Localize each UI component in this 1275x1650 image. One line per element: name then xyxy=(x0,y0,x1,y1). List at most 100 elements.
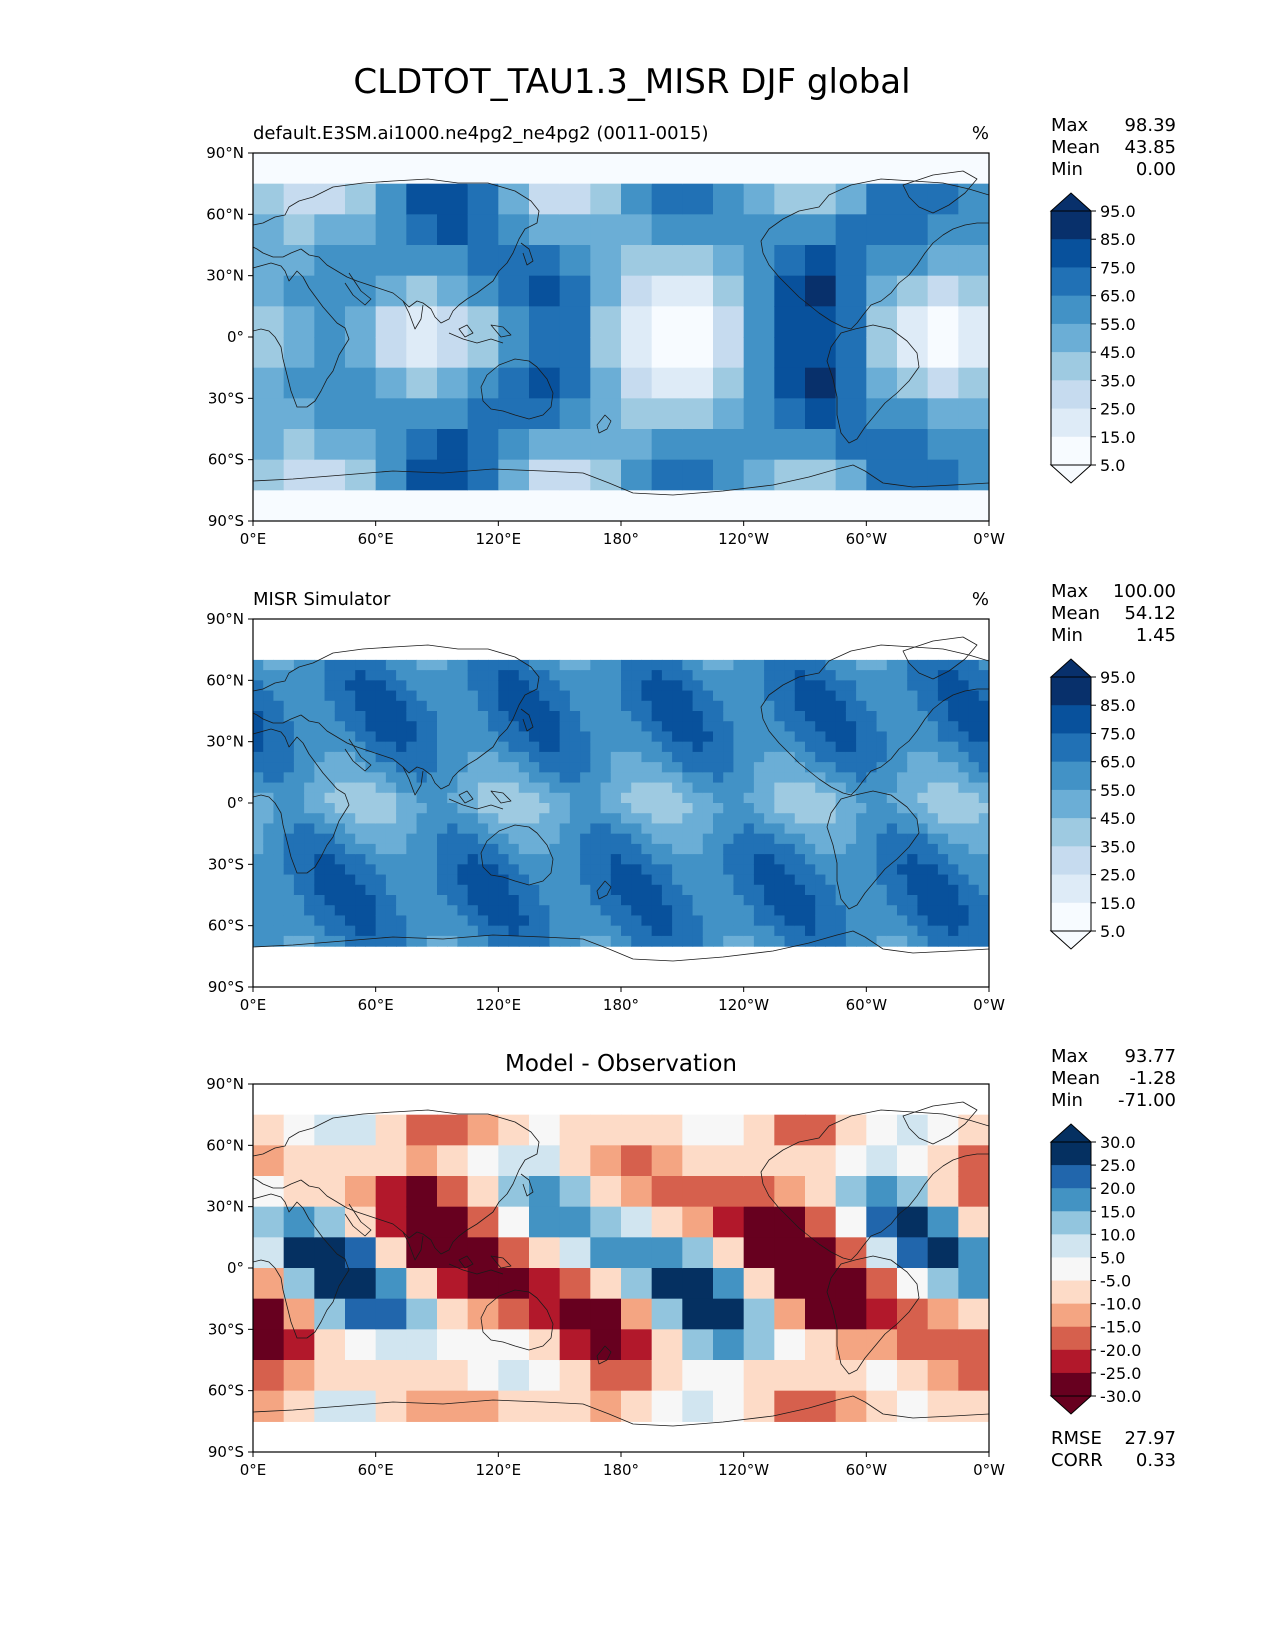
lon-tick-label: 120°E xyxy=(476,1461,522,1479)
stat-value: 98.39 xyxy=(1124,115,1176,136)
lat-tick-label: 60°N xyxy=(206,1136,244,1154)
colorbar-tick-label: 75.0 xyxy=(1100,258,1136,277)
lon-tick-label: 0°E xyxy=(240,1461,267,1479)
colorbar-segment xyxy=(1051,846,1091,876)
colorbar-segment xyxy=(1051,1372,1091,1397)
panel-obs: 90°N 60°N 30°N 0° 30°S 60°S 90°S0°E 60°E 120°E 18… xyxy=(206,581,1176,1014)
panel-units: % xyxy=(972,123,989,144)
colorbar-tick-label: 95.0 xyxy=(1100,202,1136,221)
lat-tick-label: 30°N xyxy=(206,267,244,285)
colorbar-segment xyxy=(1051,761,1091,791)
stat-label: Max xyxy=(1051,115,1089,136)
lon-tick-label: 60°E xyxy=(358,530,394,548)
lat-tick-label: 90°N xyxy=(206,610,244,628)
lat-tick-label: 60°S xyxy=(208,917,244,935)
colorbar-segment xyxy=(1051,1257,1091,1282)
lat-tick-label: 60°N xyxy=(206,205,244,223)
colorbar-segment xyxy=(1051,295,1091,325)
panel-model: 90°N 60°N 30°N 0° 30°S 60°S 90°S0°E 60°E 120°E 18… xyxy=(206,115,1176,548)
stat-label: Min xyxy=(1051,1090,1083,1111)
lon-tick-label: 0°W xyxy=(973,530,1005,548)
colorbar-segment xyxy=(1051,267,1091,297)
colorbar-segment xyxy=(1051,408,1091,438)
colorbar-tick-label: 20.0 xyxy=(1100,1179,1136,1198)
colorbar-segment xyxy=(1051,1349,1091,1374)
colorbar-segment xyxy=(1051,1234,1091,1258)
stat-label: Min xyxy=(1051,159,1083,180)
lon-tick-label: 180° xyxy=(603,1461,639,1479)
colorbar-tick-label: 15.0 xyxy=(1100,428,1136,447)
stat-value: 27.97 xyxy=(1124,1428,1176,1449)
panel-diff: 90°N 60°N 30°N 0° 30°S 60°S 90°S0°E 60°E 120°E 18… xyxy=(206,1046,1176,1479)
lon-tick-label: 120°E xyxy=(476,996,522,1014)
map-model xyxy=(252,152,990,522)
colorbar-tick-label: 85.0 xyxy=(1100,696,1136,715)
lon-tick-label: 120°W xyxy=(718,996,769,1014)
stat-label: Mean xyxy=(1051,1068,1100,1089)
lon-tick-label: 120°E xyxy=(476,530,522,548)
colorbar-segment xyxy=(1051,1326,1091,1351)
stat-label: Min xyxy=(1051,625,1083,646)
lat-tick-label: 30°S xyxy=(208,389,244,407)
lon-tick-label: 60°W xyxy=(846,1461,888,1479)
colorbar-segment xyxy=(1051,677,1091,706)
colorbar-tick-label: -25.0 xyxy=(1100,1364,1141,1383)
colorbar-segment xyxy=(1051,818,1091,847)
figure-title: CLDTOT_TAU1.3_MISR DJF global xyxy=(353,62,910,102)
colorbar-tick-label: -5.0 xyxy=(1100,1272,1131,1291)
stat-value: 0.33 xyxy=(1136,1450,1176,1471)
colorbar-tick-label: -30.0 xyxy=(1100,1387,1141,1406)
stat-label: CORR xyxy=(1051,1450,1103,1471)
stat-label: Max xyxy=(1051,1046,1089,1067)
panel-units: % xyxy=(972,589,989,610)
panel-center-title: Model - Observation xyxy=(505,1051,737,1077)
colorbar-segment xyxy=(1051,323,1091,353)
lat-tick-label: 90°N xyxy=(206,144,244,162)
colorbar-segment xyxy=(1051,1188,1091,1212)
lon-tick-label: 0°W xyxy=(973,996,1005,1014)
colorbar-tick-label: 65.0 xyxy=(1100,753,1136,772)
lon-tick-label: 180° xyxy=(603,996,639,1014)
stat-value: 93.77 xyxy=(1124,1046,1176,1067)
colorbar-segment xyxy=(1051,1303,1091,1328)
colorbar-segment xyxy=(1051,211,1091,240)
lon-tick-label: 120°W xyxy=(718,1461,769,1479)
colorbar-tick-label: 25.0 xyxy=(1100,1156,1136,1175)
colorbar-tick-label: 15.0 xyxy=(1100,1202,1136,1221)
colorbar-tick-label: 30.0 xyxy=(1100,1133,1136,1152)
colorbar-segment xyxy=(1051,239,1091,268)
colorbar-tick-label: 10.0 xyxy=(1100,1225,1136,1244)
colorbar-tick-label: 55.0 xyxy=(1100,315,1136,334)
stat-value: 43.85 xyxy=(1124,137,1176,158)
lat-tick-label: 30°S xyxy=(208,1320,244,1338)
colorbar-segment xyxy=(1051,1165,1091,1189)
colorbar-segment xyxy=(1051,352,1091,381)
colorbar-tick-label: -20.0 xyxy=(1100,1341,1141,1360)
colorbar-tick-label: 25.0 xyxy=(1100,866,1136,885)
map-diff xyxy=(252,1083,990,1453)
colorbar-tick-label: 35.0 xyxy=(1100,837,1136,856)
lon-tick-label: 0°W xyxy=(973,1461,1005,1479)
lat-tick-label: 0° xyxy=(227,1259,244,1277)
stat-label: RMSE xyxy=(1051,1428,1102,1449)
colorbar-diff: 30.0 25.0 20.0 15.0 10.0 5.0 -5.0 -10.0 -15.0 -20… xyxy=(1049,1123,1141,1415)
lon-tick-label: 120°W xyxy=(718,530,769,548)
colorbar-segment xyxy=(1051,733,1091,763)
lon-tick-label: 0°E xyxy=(240,996,267,1014)
colorbar-model: 95.0 85.0 75.0 65.0 55.0 45.0 35.0 25.0 15.0 5.0 xyxy=(1049,192,1136,484)
lat-tick-label: 60°S xyxy=(208,1382,244,1400)
lat-tick-label: 30°N xyxy=(206,733,244,751)
lat-tick-label: 90°S xyxy=(208,1443,244,1461)
lat-tick-label: 90°N xyxy=(206,1075,244,1093)
colorbar-tick-label: 5.0 xyxy=(1100,922,1125,941)
lon-tick-label: 60°W xyxy=(846,530,888,548)
stat-value: -71.00 xyxy=(1118,1090,1176,1111)
colorbar-tick-label: 15.0 xyxy=(1100,894,1136,913)
lat-tick-label: 60°S xyxy=(208,451,244,469)
lon-tick-label: 60°W xyxy=(846,996,888,1014)
stat-value: 0.00 xyxy=(1136,159,1176,180)
lat-tick-label: 30°S xyxy=(208,855,244,873)
colorbar-tick-label: 25.0 xyxy=(1100,400,1136,419)
lat-tick-label: 90°S xyxy=(208,978,244,996)
